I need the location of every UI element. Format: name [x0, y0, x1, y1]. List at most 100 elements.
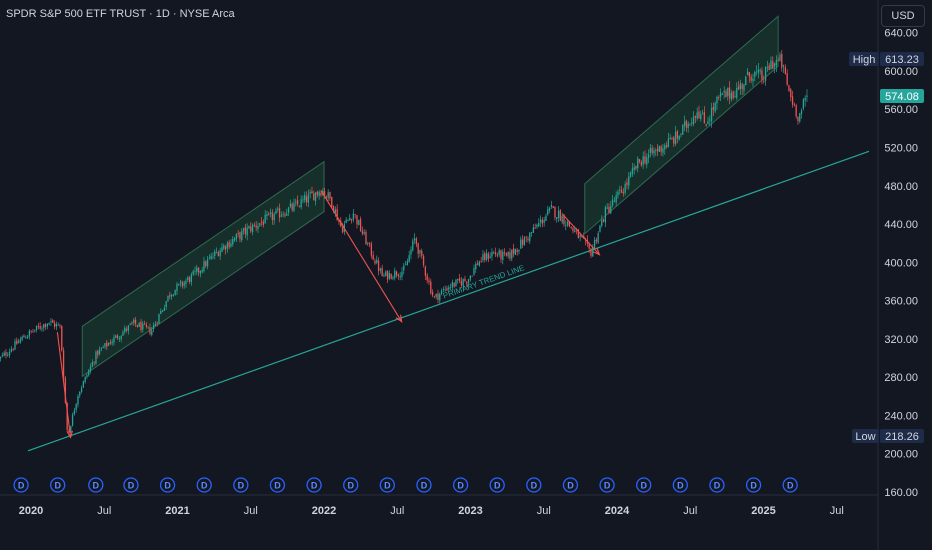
dividend-marker[interactable]: D [599, 477, 615, 493]
candle-body [244, 227, 247, 234]
dividend-marker[interactable]: D [452, 477, 469, 493]
time-tick-label: Jul [390, 505, 404, 517]
candle-body [707, 121, 709, 125]
candle-body [748, 72, 751, 77]
candle-body [107, 343, 110, 346]
dividend-marker[interactable]: D [636, 477, 652, 493]
candle-body [701, 113, 704, 115]
dividend-marker[interactable]: D [13, 477, 29, 493]
candle-body [415, 238, 418, 245]
dividend-marker[interactable]: D [233, 477, 249, 493]
candle-body [23, 335, 25, 338]
candle-body [394, 270, 396, 278]
dividend-marker[interactable]: D [306, 477, 322, 493]
dividend-marker[interactable]: D [672, 477, 688, 493]
candle-body [768, 65, 770, 71]
dividend-marker[interactable]: D [489, 477, 505, 493]
candle-body [788, 85, 790, 91]
candle-body [588, 243, 590, 249]
candle-body [509, 252, 511, 259]
candle-body [104, 343, 106, 347]
candle-body [552, 206, 554, 208]
candle-body [280, 215, 283, 217]
candle-body [181, 282, 184, 286]
candle-body [237, 233, 239, 234]
price-tick-label: 280.00 [884, 372, 918, 384]
dividend-label: D [421, 481, 428, 491]
candle-body [464, 278, 466, 281]
candle-body [183, 282, 185, 286]
candle-body [142, 323, 144, 330]
candle-body [329, 192, 331, 199]
dividend-marker[interactable]: D [379, 477, 395, 493]
dividend-marker[interactable]: D [562, 477, 579, 493]
candle-body [397, 274, 400, 277]
price-axis[interactable]: 160.00 200.00 240.00 280.00 320.00 360.00 400.… [884, 28, 918, 499]
candle-body [448, 287, 450, 290]
price-tick-label: 440.00 [884, 219, 918, 231]
candle-body [55, 324, 58, 327]
dividend-marker[interactable]: D [782, 477, 798, 493]
time-tick-label: 2020 [19, 505, 43, 517]
candle-body [356, 215, 358, 225]
time-axis[interactable]: 2020 Jul 2021 Jul 2022 Jul 2023 Jul 2024 Jul 2025 J… [19, 505, 844, 517]
candle-body [599, 225, 601, 232]
candle-body [147, 326, 149, 328]
dividend-marker[interactable]: D [196, 477, 212, 493]
dividend-marker[interactable]: D [343, 477, 359, 493]
candle-body [424, 266, 427, 276]
candle-body [255, 225, 257, 228]
candle-body [449, 287, 452, 288]
candle-body [80, 387, 83, 392]
dividend-label: D [714, 481, 721, 491]
candle-body [259, 223, 261, 226]
candle-body [100, 348, 103, 349]
candle-body [313, 193, 315, 201]
dividend-circle [709, 477, 725, 493]
candle-body [408, 255, 410, 262]
last-price-bg [880, 89, 924, 103]
candle-body [622, 192, 625, 194]
candle-body [547, 209, 549, 215]
dividend-marker[interactable]: D [269, 477, 286, 493]
dividend-marker[interactable]: D [88, 477, 104, 493]
candle-body [651, 148, 653, 153]
candle-body [289, 203, 292, 207]
candle-body [196, 267, 198, 272]
time-tick-label: Jul [683, 505, 697, 517]
candle-body [368, 243, 371, 245]
candle-body [737, 86, 740, 90]
candle-body [401, 271, 403, 277]
candle-body [629, 172, 632, 177]
dividend-marker[interactable]: D [526, 477, 542, 493]
dividend-marker[interactable]: D [123, 477, 139, 493]
dividend-circle [269, 477, 286, 493]
candle-body [318, 192, 320, 196]
candle-body [41, 328, 43, 330]
candle-body [116, 335, 119, 339]
candle-body [534, 227, 536, 229]
dividend-marker[interactable]: D [416, 477, 432, 493]
candle-body [593, 239, 596, 248]
candle-body [21, 336, 23, 340]
dividend-marker[interactable]: D [50, 477, 66, 493]
dividend-marker[interactable]: D [709, 477, 725, 493]
candle-body [93, 362, 95, 364]
dividend-marker[interactable]: D [745, 477, 762, 493]
candle-body [739, 82, 742, 90]
dividend-marker[interactable]: D [159, 477, 176, 493]
candle-body [444, 289, 446, 291]
candle-body [619, 189, 621, 191]
candle-body [457, 278, 459, 281]
candle-body [365, 232, 367, 245]
candle-body [802, 99, 805, 109]
candle-body [536, 224, 538, 227]
dividend-circle [452, 477, 469, 493]
candle-body [608, 207, 610, 213]
candle-body [559, 209, 562, 221]
candle-body [514, 248, 517, 255]
candle-body [493, 252, 495, 254]
currency-button[interactable]: USD [881, 5, 925, 27]
